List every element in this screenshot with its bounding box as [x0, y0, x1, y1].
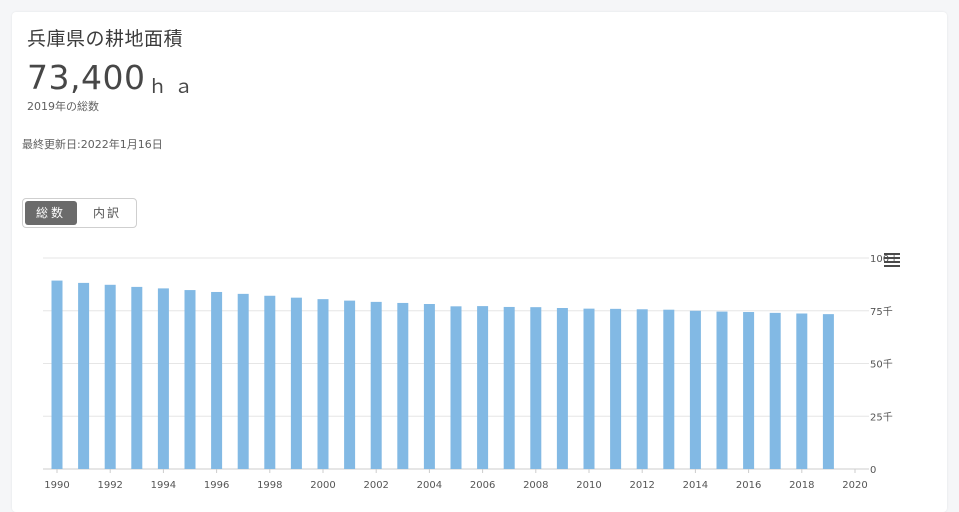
bar-2009[interactable] — [556, 308, 568, 469]
x-tick-label: 1998 — [257, 480, 282, 491]
bar-2017[interactable] — [769, 312, 781, 469]
bar-1993[interactable] — [131, 286, 143, 469]
bar-2005[interactable] — [450, 306, 462, 469]
bar-2010[interactable] — [583, 308, 595, 469]
x-tick-label: 2018 — [789, 480, 814, 491]
unit-label: ｈａ — [148, 76, 201, 98]
y-tick-label: 0 — [870, 465, 876, 476]
bar-2016[interactable] — [743, 312, 755, 469]
x-tick-label: 2008 — [523, 480, 548, 491]
bar-1998[interactable] — [264, 295, 276, 469]
bar-2019[interactable] — [822, 314, 834, 469]
x-tick-label: 2014 — [683, 480, 708, 491]
x-tick-label: 1990 — [44, 480, 69, 491]
x-tick-label: 2000 — [310, 480, 335, 491]
bar-2008[interactable] — [530, 307, 542, 469]
toggle-breakdown-button[interactable]: 内訳 — [92, 206, 121, 220]
x-tick-label: 2002 — [363, 480, 388, 491]
x-tick-label: 2010 — [576, 480, 601, 491]
x-tick-label: 1994 — [151, 480, 176, 491]
x-tick-label: 2012 — [629, 480, 654, 491]
last-updated: 最終更新日:2022年1月16日 — [22, 138, 163, 151]
x-tick-label: 2004 — [417, 480, 442, 491]
view-toggle: 総数 内訳 — [22, 198, 137, 228]
bar-2011[interactable] — [610, 308, 622, 469]
y-tick-label: 25千 — [870, 411, 893, 423]
bar-2003[interactable] — [397, 302, 409, 469]
bar-2000[interactable] — [317, 299, 329, 469]
bar-1990[interactable] — [51, 280, 63, 469]
total-value: 73,400 — [27, 58, 146, 97]
bar-2014[interactable] — [689, 310, 701, 469]
bar-2012[interactable] — [636, 309, 648, 469]
bar-1997[interactable] — [237, 293, 249, 469]
bar-1991[interactable] — [78, 282, 90, 469]
bar-2015[interactable] — [716, 311, 728, 469]
bar-2013[interactable] — [663, 309, 675, 469]
bar-2007[interactable] — [503, 306, 515, 469]
x-tick-label: 1992 — [97, 480, 122, 491]
bar-2002[interactable] — [370, 301, 382, 469]
x-tick-label: 2016 — [736, 480, 761, 491]
bar-1996[interactable] — [211, 291, 223, 469]
toggle-total-button[interactable]: 総数 — [25, 201, 77, 225]
y-tick-label: 75千 — [870, 306, 893, 318]
bar-2004[interactable] — [423, 303, 435, 469]
page-title: 兵庫県の耕地面積 — [27, 28, 184, 50]
bar-1995[interactable] — [184, 290, 196, 469]
bar-2006[interactable] — [477, 306, 489, 469]
bar-1994[interactable] — [157, 288, 169, 469]
bar-2001[interactable] — [344, 300, 356, 469]
bar-2018[interactable] — [796, 313, 808, 469]
value-caption: 2019年の総数 — [27, 100, 99, 113]
bar-1992[interactable] — [104, 284, 116, 469]
x-tick-label: 2006 — [470, 480, 495, 491]
x-tick-label: 2020 — [842, 480, 867, 491]
bar-chart: 1990 1992 1994 1996 1998 2000 2002 2004 2006 2008… — [43, 253, 899, 491]
hamburger-menu-icon[interactable] — [884, 253, 900, 267]
bar-1999[interactable] — [290, 297, 302, 469]
y-tick-label: 50千 — [870, 359, 893, 371]
x-tick-label: 1996 — [204, 480, 229, 491]
